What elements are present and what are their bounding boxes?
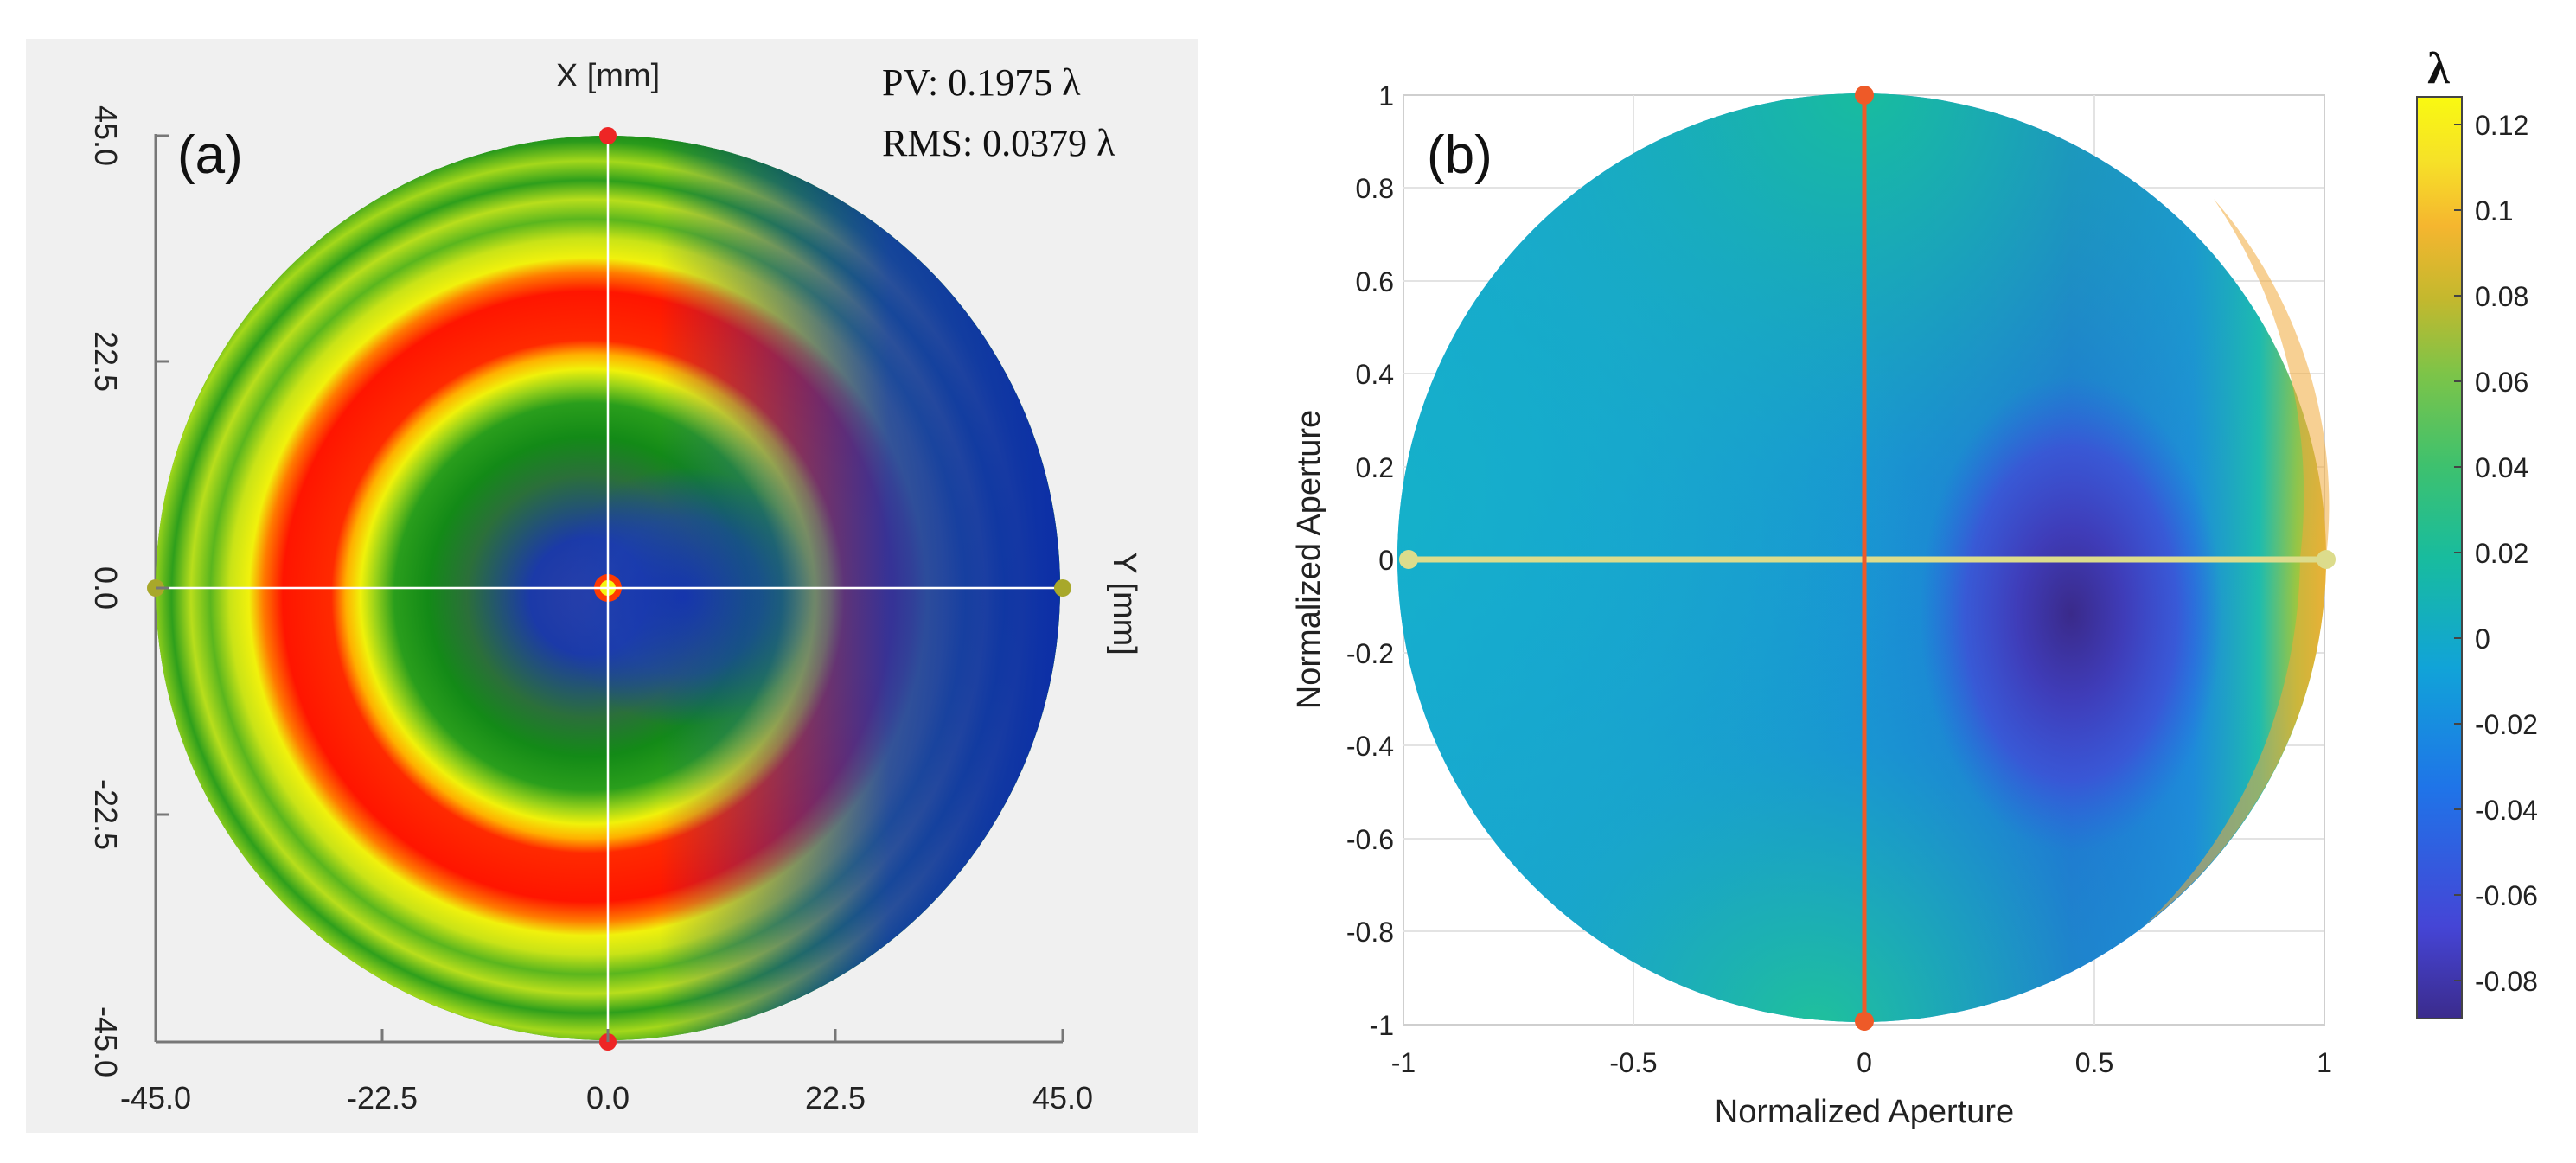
b-ytick-10: -1 — [1370, 1010, 1394, 1041]
b-ytick-0: 1 — [1378, 80, 1394, 112]
b-ytick-8: -0.6 — [1346, 824, 1394, 855]
a-xtick-4: 45.0 — [1032, 1080, 1093, 1115]
a-ytick-4: -45.0 — [88, 1006, 124, 1077]
a-xtick-3: 22.5 — [805, 1080, 866, 1115]
a-rms-text: RMS: 0.0379 λ — [882, 122, 1115, 164]
b-marker-right — [2317, 550, 2336, 569]
b-xlabel: Normalized Aperture — [1715, 1094, 2014, 1130]
a-ytick-0: 45.0 — [88, 105, 124, 166]
colorbar — [2416, 96, 2463, 1019]
a-ytick-3: -22.5 — [88, 779, 124, 850]
cbar-tick-3: 0.06 — [2475, 367, 2528, 398]
cbar-tick-10: -0.08 — [2475, 966, 2538, 997]
colorbar-title: λ — [2427, 44, 2450, 93]
b-panel-label: (b) — [1427, 125, 1493, 185]
b-xtick-3: 0.5 — [2075, 1047, 2113, 1078]
minimum-region — [1920, 376, 2222, 852]
cbar-tick-7: -0.02 — [2475, 709, 2538, 740]
marker-top — [599, 127, 617, 144]
b-marker-left — [1399, 550, 1418, 569]
b-xtick-0: -1 — [1391, 1047, 1416, 1078]
b-ytick-3: 0.4 — [1356, 359, 1394, 390]
b-ytick-6: -0.2 — [1346, 638, 1394, 669]
a-ylabel: Y [mm] — [1106, 552, 1142, 655]
a-xlabel: X [mm] — [556, 58, 660, 94]
b-ytick-9: -0.8 — [1346, 917, 1394, 948]
marker-right — [1054, 579, 1071, 597]
panel-a: 45.0 22.5 0.0 -22.5 -45.0 -45.0 -22.5 0.… — [26, 39, 1198, 1133]
a-pv-text: PV: 0.1975 λ — [882, 61, 1081, 104]
b-ytick-5: 0 — [1378, 545, 1394, 576]
a-xtick-2: 0.0 — [586, 1080, 630, 1115]
cbar-tick-8: -0.04 — [2475, 795, 2538, 826]
b-marker-top — [1855, 86, 1874, 105]
cbar-tick-1: 0.1 — [2475, 195, 2513, 227]
b-ytick-4: 0.2 — [1356, 452, 1394, 483]
cbar-tick-5: 0.02 — [2475, 538, 2528, 569]
b-ylabel: Normalized Aperture — [1291, 410, 1327, 709]
a-xtick-1: -22.5 — [347, 1080, 418, 1115]
a-panel-label: (a) — [177, 125, 243, 185]
b-marker-bottom — [1855, 1012, 1874, 1031]
b-ytick-7: -0.4 — [1346, 731, 1394, 762]
a-ytick-1: 22.5 — [88, 331, 124, 392]
cbar-tick-9: -0.06 — [2475, 880, 2538, 911]
cbar-tick-4: 0.04 — [2475, 452, 2528, 483]
cbar-tick-0: 0.12 — [2475, 110, 2528, 141]
b-xtick-1: -0.5 — [1609, 1047, 1657, 1078]
b-xtick-4: 1 — [2317, 1047, 2332, 1078]
b-ytick-1: 0.8 — [1356, 173, 1394, 204]
a-xtick-0: -45.0 — [120, 1080, 191, 1115]
cbar-tick-2: 0.08 — [2475, 281, 2528, 312]
b-ytick-2: 0.6 — [1356, 266, 1394, 297]
b-xtick-2: 0 — [1857, 1047, 1872, 1078]
right-edge-crescent — [2145, 199, 2330, 925]
cbar-tick-6: 0 — [2475, 623, 2490, 655]
a-ytick-2: 0.0 — [88, 566, 124, 610]
panel-b: 1 0.8 0.6 0.4 0.2 0 -0.2 -0.4 -0.6 -0.8 … — [1291, 44, 2538, 1130]
